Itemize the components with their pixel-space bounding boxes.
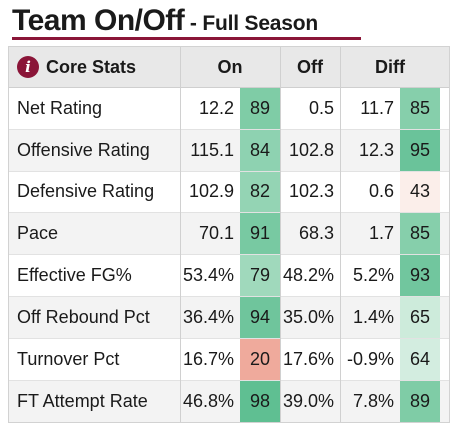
header-category-label: Core Stats: [46, 56, 137, 77]
page-title-main: Team On/Off: [12, 4, 185, 37]
off-value: 102.8: [288, 139, 334, 160]
diff-percentile: 89: [400, 380, 440, 423]
on-percentile: 79: [240, 255, 280, 296]
diff-value: 11.7: [360, 97, 394, 118]
table-header-row: i Core Stats On Off Diff: [9, 47, 449, 88]
header-diff: Diff: [375, 56, 405, 77]
table-body: Net Rating 12.2 89 0.5 11.7 85 Offensive Ratin…: [9, 88, 449, 423]
row-label: Offensive Rating: [17, 139, 150, 160]
table-row: Net Rating 12.2 89 0.5 11.7 85: [9, 88, 449, 130]
table-row: FT Attempt Rate 46.8% 98 39.0% 7.8% 89: [9, 380, 449, 423]
on-percentile: 91: [240, 213, 280, 255]
table-row: Effective FG% 53.4% 79 48.2% 5.2% 93: [9, 255, 449, 297]
off-value: 17.6%: [282, 348, 334, 369]
diff-percentile: 43: [400, 171, 440, 213]
header-category: i Core Stats: [9, 47, 180, 87]
diff-percentile: 64: [400, 338, 440, 380]
table-row: Defensive Rating 102.9 82 102.3 0.6 43: [9, 171, 449, 214]
diff-value: 0.6: [368, 181, 394, 202]
diff-value: 1.4%: [352, 306, 394, 327]
on-value: 36.4%: [182, 306, 234, 327]
table-row: Pace 70.1 91 68.3 1.7 85: [9, 213, 449, 256]
on-value: 16.7%: [182, 348, 234, 369]
diff-percentile: 95: [400, 129, 440, 171]
diff-percentile: 93: [400, 255, 440, 296]
page-title: Team On/Off - Full Season: [12, 4, 318, 43]
on-percentile: 20: [240, 338, 280, 380]
row-label: Net Rating: [17, 97, 103, 118]
off-value: 68.3: [298, 223, 334, 244]
on-value: 102.9: [188, 181, 234, 202]
diff-percentile: 85: [400, 213, 440, 255]
diff-value: 1.7: [368, 223, 394, 244]
column-divider: [180, 47, 181, 423]
diff-value: 5.2%: [352, 265, 394, 286]
on-value: 53.4%: [182, 265, 234, 286]
on-percentile: 82: [240, 171, 280, 213]
column-divider: [280, 47, 281, 423]
on-percentile: 98: [240, 380, 280, 423]
column-divider: [340, 47, 341, 423]
row-label: FT Attempt Rate: [17, 390, 148, 411]
core-stats-table: i Core Stats On Off Diff Net Rating 12.2 8…: [8, 46, 450, 424]
table-row: Turnover Pct 16.7% 20 17.6% -0.9% 64: [9, 338, 449, 381]
page-title-sub: - Full Season: [184, 12, 319, 35]
off-value: 35.0%: [282, 306, 334, 327]
on-value: 70.1: [198, 223, 234, 244]
on-value: 115.1: [190, 139, 234, 160]
row-label: Turnover Pct: [17, 348, 120, 369]
row-label: Effective FG%: [17, 265, 132, 286]
info-icon[interactable]: i: [17, 56, 39, 78]
row-label: Defensive Rating: [17, 181, 155, 202]
off-value: 102.3: [288, 181, 334, 202]
diff-value: 12.3: [358, 139, 394, 160]
on-percentile: 94: [240, 296, 280, 338]
row-label: Pace: [17, 223, 59, 244]
on-value: 12.2: [198, 97, 234, 118]
row-label: Off Rebound Pct: [17, 306, 150, 327]
off-value: 0.5: [308, 97, 334, 118]
title-underline: [12, 37, 361, 40]
on-percentile: 84: [240, 129, 280, 171]
diff-percentile: 85: [400, 88, 440, 129]
off-value: 39.0%: [282, 390, 334, 411]
table-row: Off Rebound Pct 36.4% 94 35.0% 1.4% 65: [9, 296, 449, 339]
on-value: 46.8%: [182, 390, 234, 411]
table-row: Offensive Rating 115.1 84 102.8 12.3 95: [9, 129, 449, 172]
header-off: Off: [297, 56, 323, 77]
off-value: 48.2%: [282, 265, 334, 286]
diff-value: 7.8%: [352, 390, 394, 411]
diff-value: -0.9%: [346, 348, 394, 369]
on-percentile: 89: [240, 88, 280, 129]
diff-percentile: 65: [400, 296, 440, 338]
header-on: On: [217, 56, 243, 77]
